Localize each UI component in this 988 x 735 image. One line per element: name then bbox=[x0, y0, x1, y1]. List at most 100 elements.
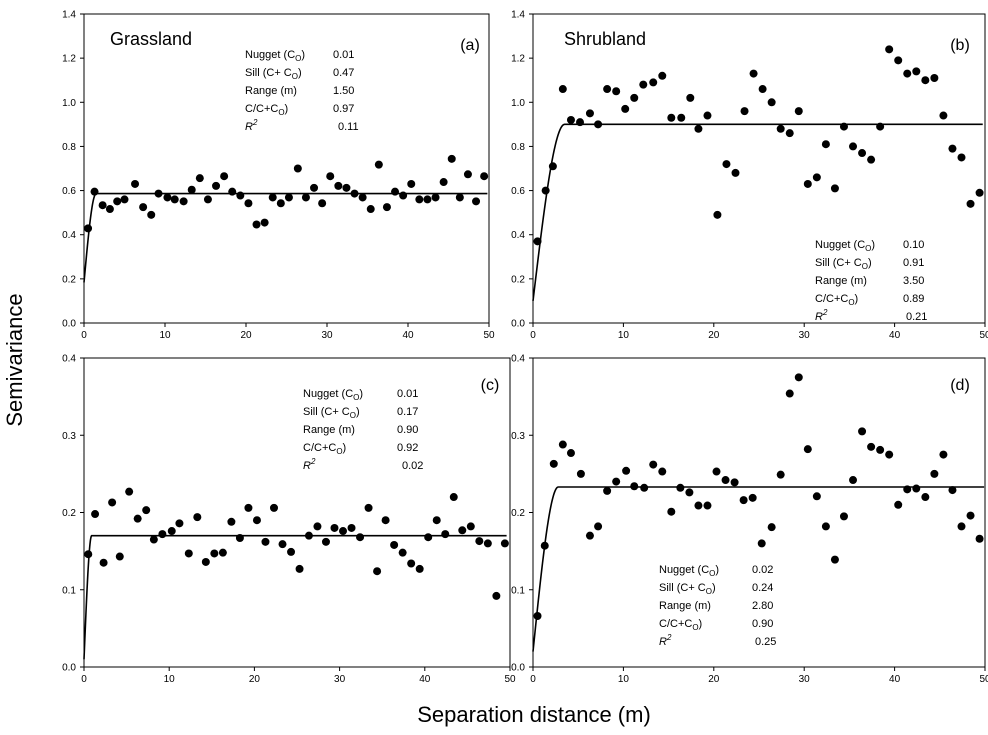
stat-value: 0.97 bbox=[333, 103, 354, 115]
stat-label: Range (m) bbox=[659, 600, 711, 612]
site-title: Shrubland bbox=[564, 29, 646, 49]
stat-value: 0.21 bbox=[906, 311, 927, 323]
y-tick-label: 0.0 bbox=[62, 663, 76, 674]
data-point bbox=[381, 516, 390, 525]
data-point bbox=[342, 183, 351, 192]
data-point bbox=[318, 199, 327, 208]
data-point bbox=[154, 189, 163, 198]
data-point bbox=[533, 612, 542, 621]
x-tick-label: 30 bbox=[334, 674, 346, 685]
data-point bbox=[566, 449, 575, 458]
data-point bbox=[630, 482, 639, 491]
data-point bbox=[558, 85, 567, 94]
data-point bbox=[757, 539, 766, 548]
y-tick-label: 0.6 bbox=[511, 186, 525, 197]
data-point bbox=[415, 195, 424, 204]
data-point bbox=[912, 67, 921, 76]
data-point bbox=[449, 493, 458, 502]
x-tick-label: 10 bbox=[618, 674, 630, 685]
stat-value: 0.10 bbox=[903, 239, 924, 251]
data-point bbox=[566, 115, 575, 124]
data-point bbox=[133, 514, 142, 523]
data-point bbox=[776, 124, 785, 133]
data-point bbox=[803, 179, 812, 188]
data-point bbox=[98, 201, 107, 210]
x-tick-label: 50 bbox=[504, 674, 516, 685]
stat-label: R2 bbox=[815, 308, 828, 323]
stat-label: Sill (C+ CO) bbox=[659, 582, 716, 596]
data-point bbox=[212, 181, 221, 190]
x-tick-label: 10 bbox=[164, 674, 176, 685]
data-point bbox=[767, 523, 776, 532]
y-tick-label: 0.6 bbox=[62, 186, 76, 197]
stat-value: 3.50 bbox=[903, 275, 924, 287]
plot-frame bbox=[532, 13, 986, 324]
data-point bbox=[407, 559, 416, 568]
stat-label: Nugget (CO) bbox=[245, 49, 305, 63]
chart-panel-d: 0 10 20 30 40 50 0.0 0.1 0.2 0.3 0.4 (d) Nugget (CO)… bbox=[511, 354, 988, 686]
data-point bbox=[839, 512, 848, 521]
x-tick-label: 20 bbox=[240, 330, 252, 341]
data-point bbox=[293, 164, 302, 173]
data-point bbox=[125, 487, 134, 496]
data-point bbox=[334, 181, 343, 190]
data-point bbox=[649, 78, 658, 87]
x-tick-label: 30 bbox=[799, 330, 811, 341]
data-point bbox=[540, 541, 549, 550]
data-point bbox=[585, 109, 594, 118]
data-point bbox=[220, 172, 229, 181]
data-point bbox=[722, 160, 731, 169]
data-point bbox=[261, 537, 270, 546]
data-point bbox=[640, 483, 649, 492]
stat-value: 0.25 bbox=[755, 636, 776, 648]
data-point bbox=[858, 149, 867, 158]
data-point bbox=[748, 493, 757, 502]
y-tick-label: 0.4 bbox=[62, 230, 76, 241]
data-point bbox=[894, 56, 903, 65]
data-point bbox=[830, 184, 839, 193]
chart-panel-b: 0 10 20 30 40 50 0.0 0.2 0.4 0.6 0.8 1.0 1.2 1.4 Shrub… bbox=[511, 10, 988, 342]
data-point bbox=[84, 550, 93, 559]
data-point bbox=[399, 191, 408, 200]
data-point bbox=[767, 98, 776, 107]
data-point bbox=[321, 537, 330, 546]
data-point bbox=[685, 488, 694, 497]
data-point bbox=[686, 93, 695, 102]
data-point bbox=[147, 210, 156, 219]
stat-value: 0.24 bbox=[752, 582, 773, 594]
y-tick-label: 0.3 bbox=[511, 431, 525, 442]
y-tick-label: 0.0 bbox=[62, 319, 76, 330]
data-point bbox=[415, 564, 424, 573]
data-point bbox=[483, 539, 492, 548]
data-point bbox=[740, 107, 749, 116]
data-point bbox=[187, 185, 196, 194]
data-point bbox=[594, 522, 603, 531]
x-tick-label: 20 bbox=[249, 674, 261, 685]
stat-value: 0.91 bbox=[903, 257, 924, 269]
data-point bbox=[210, 549, 219, 558]
chart-panel-a: 0 10 20 30 40 50 0.0 0.2 0.4 0.6 0.8 1.0 1.2 1.4 Grass… bbox=[62, 10, 495, 342]
data-point bbox=[948, 486, 957, 495]
stat-value: 0.02 bbox=[402, 460, 423, 472]
x-tick-label: 0 bbox=[81, 330, 87, 341]
data-point bbox=[391, 187, 400, 196]
data-point bbox=[301, 193, 310, 202]
data-point bbox=[730, 478, 739, 487]
data-point bbox=[594, 120, 603, 129]
data-point bbox=[812, 173, 821, 182]
data-point bbox=[541, 186, 550, 195]
panel-label: (c) bbox=[481, 377, 500, 394]
data-point bbox=[347, 523, 356, 532]
data-point bbox=[921, 76, 930, 85]
data-point bbox=[244, 503, 253, 512]
data-point bbox=[849, 476, 858, 485]
stat-value: 0.90 bbox=[397, 424, 418, 436]
data-point bbox=[244, 199, 253, 208]
stat-value: 0.47 bbox=[333, 67, 354, 79]
data-point bbox=[948, 144, 957, 153]
data-point bbox=[252, 220, 261, 229]
data-point bbox=[120, 195, 129, 204]
data-point bbox=[966, 199, 975, 208]
data-point bbox=[603, 85, 612, 94]
